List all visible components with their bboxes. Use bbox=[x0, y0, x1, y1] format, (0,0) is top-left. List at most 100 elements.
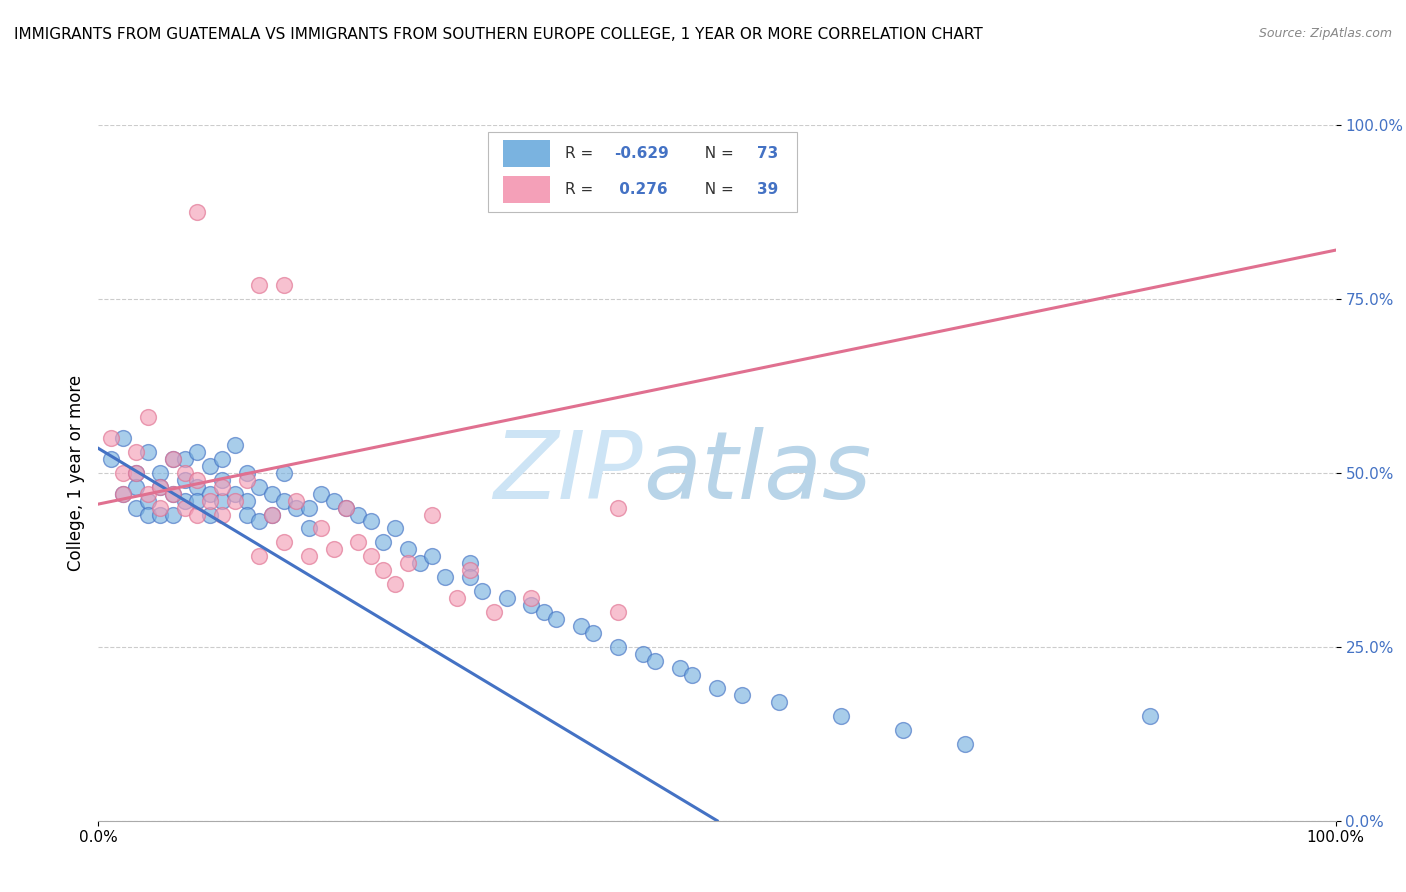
Point bbox=[186, 205, 208, 219]
Point bbox=[211, 493, 233, 508]
Point bbox=[162, 486, 184, 500]
Point bbox=[174, 451, 197, 466]
Point bbox=[768, 695, 790, 709]
Point bbox=[124, 466, 146, 480]
Text: N =: N = bbox=[695, 146, 738, 161]
Text: Source: ZipAtlas.com: Source: ZipAtlas.com bbox=[1258, 27, 1392, 40]
Point bbox=[273, 493, 295, 508]
Point bbox=[607, 500, 630, 515]
Point bbox=[136, 486, 159, 500]
Point bbox=[298, 549, 321, 564]
Point bbox=[247, 277, 270, 292]
Point bbox=[260, 508, 283, 522]
Point bbox=[149, 480, 172, 494]
Point bbox=[446, 591, 468, 605]
Point bbox=[396, 542, 419, 557]
Point bbox=[533, 605, 555, 619]
Point bbox=[396, 556, 419, 570]
Point bbox=[384, 521, 406, 535]
Point bbox=[458, 563, 481, 577]
Point bbox=[335, 500, 357, 515]
Point bbox=[124, 466, 146, 480]
Point bbox=[309, 521, 332, 535]
Text: 39: 39 bbox=[756, 182, 778, 197]
Text: N =: N = bbox=[695, 182, 738, 197]
Point bbox=[458, 570, 481, 584]
Text: R =: R = bbox=[565, 182, 598, 197]
Point bbox=[224, 438, 246, 452]
Point bbox=[149, 480, 172, 494]
Point bbox=[149, 500, 172, 515]
Point bbox=[384, 577, 406, 591]
Point bbox=[236, 493, 259, 508]
Point bbox=[260, 486, 283, 500]
Point bbox=[186, 445, 208, 459]
Point bbox=[174, 466, 197, 480]
Point bbox=[669, 660, 692, 674]
Point bbox=[260, 508, 283, 522]
Point bbox=[236, 466, 259, 480]
Point bbox=[247, 549, 270, 564]
FancyBboxPatch shape bbox=[503, 177, 550, 202]
Point bbox=[186, 508, 208, 522]
Text: atlas: atlas bbox=[643, 427, 872, 518]
Point bbox=[360, 549, 382, 564]
Point bbox=[495, 591, 517, 605]
Point bbox=[347, 535, 370, 549]
Point bbox=[347, 508, 370, 522]
Point bbox=[371, 563, 394, 577]
Point bbox=[298, 521, 321, 535]
Point bbox=[186, 480, 208, 494]
Point bbox=[211, 508, 233, 522]
Point bbox=[174, 493, 197, 508]
Point bbox=[198, 458, 221, 473]
Point bbox=[681, 667, 703, 681]
Point bbox=[174, 500, 197, 515]
Point bbox=[953, 737, 976, 751]
Point bbox=[211, 480, 233, 494]
Point bbox=[112, 431, 135, 445]
Point bbox=[298, 500, 321, 515]
Point bbox=[136, 410, 159, 425]
Point bbox=[112, 486, 135, 500]
Y-axis label: College, 1 year or more: College, 1 year or more bbox=[66, 375, 84, 571]
Text: R =: R = bbox=[565, 146, 598, 161]
Point bbox=[247, 480, 270, 494]
Point bbox=[236, 508, 259, 522]
Point bbox=[100, 431, 122, 445]
Point bbox=[322, 542, 344, 557]
Point bbox=[211, 451, 233, 466]
Point bbox=[1139, 709, 1161, 723]
Point bbox=[520, 598, 543, 612]
Point bbox=[162, 508, 184, 522]
Text: -0.629: -0.629 bbox=[614, 146, 669, 161]
Point bbox=[830, 709, 852, 723]
Point bbox=[112, 486, 135, 500]
Point bbox=[273, 277, 295, 292]
Point bbox=[484, 605, 506, 619]
Point bbox=[124, 480, 146, 494]
Point bbox=[186, 493, 208, 508]
Point bbox=[607, 640, 630, 654]
Point bbox=[224, 486, 246, 500]
Point bbox=[309, 486, 332, 500]
Point bbox=[136, 493, 159, 508]
Point bbox=[458, 556, 481, 570]
Point bbox=[520, 591, 543, 605]
Point bbox=[631, 647, 654, 661]
FancyBboxPatch shape bbox=[488, 132, 797, 212]
Point bbox=[409, 556, 432, 570]
Point bbox=[124, 500, 146, 515]
Point bbox=[422, 508, 444, 522]
Point bbox=[546, 612, 568, 626]
Point bbox=[224, 493, 246, 508]
Point bbox=[162, 486, 184, 500]
Point bbox=[285, 500, 308, 515]
Point bbox=[149, 508, 172, 522]
Point bbox=[891, 723, 914, 738]
Point bbox=[211, 473, 233, 487]
Point bbox=[322, 493, 344, 508]
Point bbox=[371, 535, 394, 549]
Text: 73: 73 bbox=[756, 146, 778, 161]
Point bbox=[174, 473, 197, 487]
